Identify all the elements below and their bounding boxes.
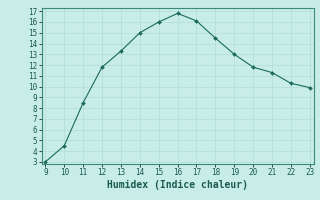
X-axis label: Humidex (Indice chaleur): Humidex (Indice chaleur) — [107, 180, 248, 190]
